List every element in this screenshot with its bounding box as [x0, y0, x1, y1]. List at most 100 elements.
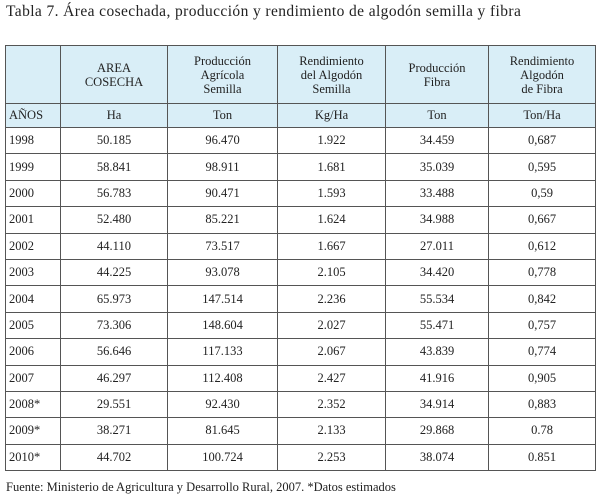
value-cell: 46.297 [60, 364, 168, 392]
value-cell: 100.724 [167, 443, 278, 472]
header-cell: Rendimiento Algodón de Fibra [488, 45, 596, 104]
value-cell: 35.039 [385, 153, 489, 181]
value-cell: 81.645 [167, 417, 278, 445]
data-table: AREA COSECHA Producción Agrícola Semilla R… [5, 45, 596, 472]
year-cell: 2002 [5, 232, 61, 260]
data-row: 2001 52.480 85.221 1.624 34.988 0,667 [5, 206, 596, 234]
data-row: 2000 56.783 90.471 1.593 33.488 0,59 [5, 179, 596, 208]
value-cell: 2.253 [277, 443, 386, 472]
data-row: 2002 44.110 73.517 1.667 27.011 0,612 [5, 232, 596, 260]
data-row: 2003 44.225 93.078 2.105 34.420 0,778 [5, 258, 596, 287]
unit-cell: Ton [385, 103, 489, 128]
data-row: 2007 46.297 112.408 2.427 41.916 0,905 [5, 364, 596, 392]
header-row: AREA COSECHA Producción Agrícola Semilla R… [5, 45, 596, 104]
value-cell: 0,687 [488, 126, 596, 155]
year-cell: 2000 [5, 179, 61, 208]
value-cell: 2.133 [277, 417, 386, 445]
value-cell: 0,612 [488, 232, 596, 260]
unit-cell: Ha [60, 103, 168, 128]
value-cell: 1.624 [277, 206, 386, 234]
year-cell: 2001 [5, 206, 61, 234]
year-cell: 1998 [5, 126, 61, 155]
value-cell: 0,59 [488, 179, 596, 208]
value-cell: 33.488 [385, 179, 489, 208]
value-cell: 2.027 [277, 311, 386, 340]
value-cell: 56.646 [60, 338, 168, 366]
value-cell: 44.110 [60, 232, 168, 260]
value-cell: 2.105 [277, 258, 386, 287]
value-cell: 55.471 [385, 311, 489, 340]
value-cell: 98.911 [167, 153, 278, 181]
value-cell: 44.702 [60, 443, 168, 472]
value-cell: 2.236 [277, 285, 386, 313]
unit-cell: Ton/Ha [488, 103, 596, 128]
value-cell: 43.839 [385, 338, 489, 366]
value-cell: 65.973 [60, 285, 168, 313]
value-cell: 41.916 [385, 364, 489, 392]
year-cell: 1999 [5, 153, 61, 181]
source-note: Fuente: Ministerio de Agricultura y Desa… [6, 480, 396, 494]
value-cell: 38.271 [60, 417, 168, 445]
value-cell: 44.225 [60, 258, 168, 287]
units-row: AÑOS Ha Ton Kg/Ha Ton Ton/Ha [5, 103, 596, 128]
unit-cell: Ton [167, 103, 278, 128]
header-cell: Producción Agrícola Semilla [167, 45, 278, 104]
data-row: 2004 65.973 147.514 2.236 55.534 0,842 [5, 285, 596, 313]
year-cell: 2005 [5, 311, 61, 340]
value-cell: 0.78 [488, 417, 596, 445]
unit-cell: AÑOS [5, 103, 61, 128]
year-cell: 2004 [5, 285, 61, 313]
value-cell: 27.011 [385, 232, 489, 260]
value-cell: 93.078 [167, 258, 278, 287]
value-cell: 0,774 [488, 338, 596, 366]
value-cell: 29.868 [385, 417, 489, 445]
value-cell: 0,883 [488, 390, 596, 419]
value-cell: 0,595 [488, 153, 596, 181]
value-cell: 148.604 [167, 311, 278, 340]
value-cell: 58.841 [60, 153, 168, 181]
year-cell: 2003 [5, 258, 61, 287]
value-cell: 0,905 [488, 364, 596, 392]
value-cell: 38.074 [385, 443, 489, 472]
data-row: 2006 56.646 117.133 2.067 43.839 0,774 [5, 338, 596, 366]
year-cell: 2010* [5, 443, 61, 472]
value-cell: 2.427 [277, 364, 386, 392]
value-cell: 73.306 [60, 311, 168, 340]
header-cell: AREA COSECHA [60, 45, 168, 104]
value-cell: 34.988 [385, 206, 489, 234]
data-row: 2008* 29.551 92.430 2.352 34.914 0,883 [5, 390, 596, 419]
value-cell: 0,778 [488, 258, 596, 287]
value-cell: 1.681 [277, 153, 386, 181]
value-cell: 1.922 [277, 126, 386, 155]
value-cell: 50.185 [60, 126, 168, 155]
value-cell: 2.067 [277, 338, 386, 366]
value-cell: 55.534 [385, 285, 489, 313]
header-cell: Producción Fibra [385, 45, 489, 104]
value-cell: 90.471 [167, 179, 278, 208]
value-cell: 0,757 [488, 311, 596, 340]
data-row: 2010* 44.702 100.724 2.253 38.074 0.851 [5, 443, 596, 472]
table-title: Tabla 7. Área cosechada, producción y re… [6, 3, 522, 20]
data-row: 2005 73.306 148.604 2.027 55.471 0,757 [5, 311, 596, 340]
value-cell: 34.459 [385, 126, 489, 155]
year-cell: 2006 [5, 338, 61, 366]
value-cell: 34.420 [385, 258, 489, 287]
value-cell: 2.352 [277, 390, 386, 419]
value-cell: 0,667 [488, 206, 596, 234]
header-cell: Rendimiento del Algodón Semilla [277, 45, 386, 104]
value-cell: 117.133 [167, 338, 278, 366]
value-cell: 73.517 [167, 232, 278, 260]
header-cell [5, 45, 61, 104]
unit-cell: Kg/Ha [277, 103, 386, 128]
value-cell: 29.551 [60, 390, 168, 419]
year-cell: 2009* [5, 417, 61, 445]
data-row: 1999 58.841 98.911 1.681 35.039 0,595 [5, 153, 596, 181]
value-cell: 0.851 [488, 443, 596, 472]
value-cell: 1.593 [277, 179, 386, 208]
data-row: 2009* 38.271 81.645 2.133 29.868 0.78 [5, 417, 596, 445]
value-cell: 1.667 [277, 232, 386, 260]
value-cell: 147.514 [167, 285, 278, 313]
value-cell: 0,842 [488, 285, 596, 313]
year-cell: 2007 [5, 364, 61, 392]
